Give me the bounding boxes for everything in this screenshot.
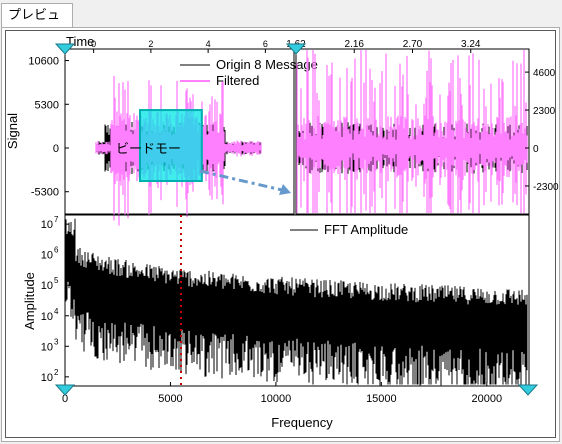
zoom-arrow-head-icon (279, 184, 291, 195)
y-axis-label-amplitude: Amplitude (22, 272, 37, 330)
signal-overview-frame (64, 48, 295, 215)
x-axis-label-frequency: Frequency (271, 415, 333, 430)
x-tick-label: 0 (91, 39, 96, 49)
roi-box[interactable] (138, 109, 203, 182)
y-tick-label: 10 (41, 250, 53, 262)
y-axis-label-signal: Signal (5, 113, 20, 149)
y-tick-label: 0 (53, 143, 59, 155)
tab-preview[interactable]: プレビュー (1, 3, 73, 44)
y-tick-label: 5300 (35, 99, 59, 111)
x-tick-label: 20000 (472, 393, 503, 405)
fft-trace (65, 218, 528, 386)
x-tick-label: 2 (148, 39, 153, 49)
zoom-arrow (199, 169, 283, 192)
legend-label-fft: FFT Amplitude (324, 222, 408, 237)
y-tick-label: 10 (41, 219, 53, 231)
y-tick-label: 4600 (533, 68, 556, 79)
x-tick-label: 2.16 (345, 39, 365, 50)
y-tick-exponent: 3 (54, 337, 59, 346)
x-tick-label: 15000 (366, 393, 397, 405)
legend-label-origin: Origin 8 Message (216, 57, 318, 72)
y-tick-label: 0 (533, 144, 539, 155)
signal-zoom-traces (296, 50, 528, 213)
zoom-handle-top-left-icon[interactable] (54, 43, 76, 55)
y-tick-exponent: 6 (54, 246, 59, 255)
x-tick-label: 10000 (261, 393, 292, 405)
y-tick-exponent: 5 (54, 276, 59, 285)
y-tick-label: -5300 (31, 187, 59, 199)
zoom-handle-top-right-icon[interactable] (285, 43, 307, 55)
y-tick-label: 10 (41, 372, 53, 384)
zoom-handle-bottom-right-icon[interactable] (517, 384, 539, 396)
x-tick-label: 6 (263, 39, 268, 49)
x-tick-label: 2.70 (403, 39, 423, 50)
signal-overview-ticks: 10600 5300 0 -5300 0 2 4 6 (28, 39, 267, 199)
y-tick-label: 10 (41, 311, 53, 323)
y-tick-label: 10 (41, 341, 53, 353)
zoom-handle-bottom-left-icon[interactable] (54, 384, 76, 396)
x-tick-label: 5000 (158, 393, 182, 405)
y-tick-label: 10600 (28, 56, 59, 68)
roi-label: ビードモー (116, 141, 181, 156)
y-tick-exponent: 4 (54, 307, 59, 316)
y-tick-exponent: 7 (54, 215, 59, 224)
x-tick-label: 4 (206, 39, 211, 49)
fft-frame (64, 214, 530, 387)
y-tick-label: 2300 (533, 106, 556, 117)
signal-legend: Origin 8 Message Filtered (180, 57, 318, 88)
x-tick-label: 3.24 (461, 39, 481, 50)
legend-label-filtered: Filtered (216, 73, 259, 88)
x-tick-label: 0 (62, 393, 68, 405)
y-tick-label: 10 (41, 280, 53, 292)
y-tick-exponent: 2 (54, 368, 59, 377)
y-tick-label: -2300 (533, 182, 559, 193)
